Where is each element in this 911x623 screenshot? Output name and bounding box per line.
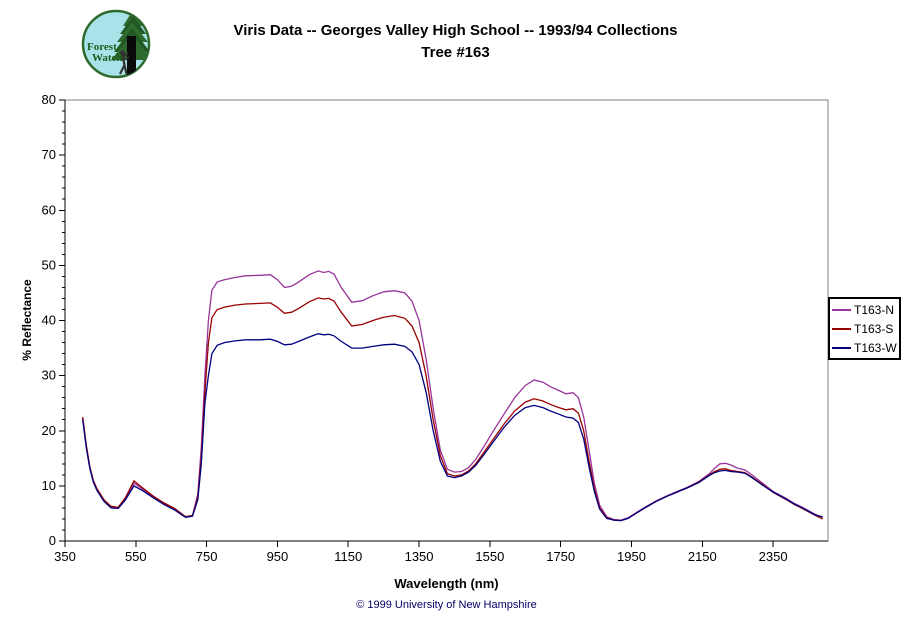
y-axis-tick-label: 20 (42, 423, 56, 438)
x-axis-tick-label: 1550 (475, 549, 504, 564)
x-axis-tick-label: 1950 (617, 549, 646, 564)
y-axis-tick-label: 30 (42, 368, 56, 383)
x-axis-tick-label: 2350 (759, 549, 788, 564)
logo-tree-icon (111, 11, 149, 77)
copyright-text: © 1999 University of New Hampshire (356, 599, 537, 611)
legend: T163-N T163-S T163-W (828, 297, 901, 360)
x-axis-tick-label: 1750 (546, 549, 575, 564)
x-axis-title: Wavelength (nm) (394, 576, 499, 591)
series-line-T163-S (82, 297, 823, 522)
x-axis-tick-label: 550 (125, 549, 147, 564)
legend-entry-T163-S: T163-S (830, 320, 899, 338)
chart-title-line1: Viris Data -- Georges Valley High School… (233, 22, 678, 39)
legend-label-T163-W: T163-W (854, 340, 897, 355)
logo-text-watch: Watch (92, 52, 123, 64)
y-axis-tick-label: 70 (42, 147, 56, 162)
x-axis-tick-label: 1150 (334, 549, 362, 564)
x-axis-tick-label: 950 (267, 549, 289, 564)
legend-label-T163-S: T163-S (854, 321, 894, 336)
legend-label-T163-N: T163-N (854, 302, 895, 317)
chart-title-line2: Tree #163 (421, 44, 490, 61)
y-axis-tick-label: 0 (49, 533, 56, 548)
logo-text-forest: Forest (87, 41, 117, 53)
x-axis-tick-label: 350 (54, 549, 76, 564)
legend-line-sample-T163-S (832, 327, 851, 330)
y-axis-tick-label: 80 (42, 92, 56, 107)
y-axis-tick-label: 60 (42, 202, 56, 217)
legend-entry-T163-W: T163-W (830, 339, 899, 357)
y-axis-tick-label: 50 (42, 257, 56, 272)
y-axis-tick-label: 40 (42, 313, 56, 328)
x-axis-tick-label: 1350 (405, 549, 434, 564)
series-line-T163-N (82, 270, 823, 521)
series-line-T163-W (82, 333, 823, 522)
x-axis-tick-label: 2150 (688, 549, 717, 564)
forest-watch-logo: Forest Watch (81, 9, 151, 79)
legend-line-sample-T163-W (832, 346, 851, 349)
legend-entry-T163-N: T163-N (830, 301, 899, 319)
x-axis-tick-label: 750 (196, 549, 218, 564)
legend-line-sample-T163-N (832, 308, 851, 311)
y-axis-tick-label: 10 (42, 478, 56, 493)
